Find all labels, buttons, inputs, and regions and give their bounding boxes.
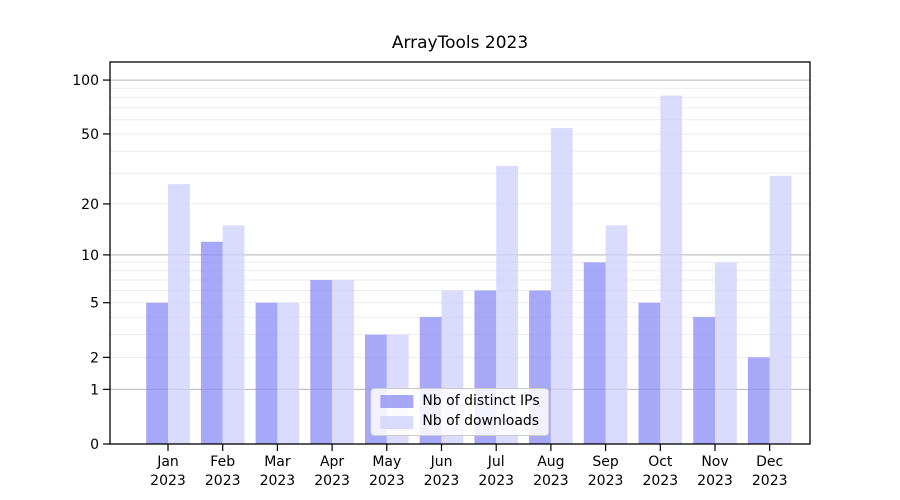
bar-downloads-feb	[222, 225, 245, 444]
bar-downloads-dec	[769, 175, 792, 445]
y-tick-label: 1	[90, 382, 99, 398]
y-tick-label: 10	[81, 248, 99, 264]
y-tick-label: 2	[90, 350, 99, 366]
bar-downloads-oct	[660, 95, 683, 444]
bar-downloads-aug	[550, 127, 573, 444]
bar-distinct-ips-apr	[310, 280, 333, 444]
x-tick-label: Dec 2023	[752, 454, 788, 489]
legend: Nb of distinct IPs Nb of downloads	[370, 388, 550, 436]
x-tick-label: Mar 2023	[260, 454, 296, 489]
bar-distinct-ips-nov	[693, 317, 715, 444]
bar-distinct-ips-jan	[146, 302, 168, 444]
bar-downloads-jul	[496, 165, 518, 444]
bar-downloads-sep	[605, 225, 628, 444]
x-tick-label: Oct 2023	[642, 454, 678, 489]
y-tick-label: 20	[81, 197, 99, 213]
bar-distinct-ips-feb	[200, 241, 223, 444]
legend-label-distinct-ips: Nb of distinct IPs	[422, 393, 540, 409]
legend-label-downloads: Nb of downloads	[422, 413, 540, 430]
bar-downloads-apr	[332, 280, 354, 444]
legend-swatch-distinct-ips	[380, 395, 414, 409]
x-tick-label: May 2023	[369, 454, 405, 489]
legend-swatch-downloads	[380, 415, 414, 429]
plot-border	[109, 61, 811, 445]
x-tick-label: Feb 2023	[205, 454, 241, 489]
legend-item-downloads: Nb of downloads	[380, 413, 540, 430]
bar-distinct-ips-oct	[638, 302, 661, 444]
bar-distinct-ips-sep	[583, 262, 606, 444]
y-tick-label: 50	[81, 127, 99, 143]
x-tick-label: Jul 2023	[478, 454, 514, 489]
x-tick-label: Jan 2023	[150, 454, 186, 489]
y-tick-label: 0	[90, 437, 99, 453]
x-tick-label: Apr 2023	[314, 454, 350, 489]
legend-item-distinct-ips: Nb of distinct IPs	[380, 393, 540, 409]
x-tick-label: Jun 2023	[424, 454, 460, 489]
bar-downloads-mar	[277, 302, 300, 444]
chart-title: ArrayTools 2023	[391, 33, 529, 53]
bar-downloads-jan	[168, 184, 190, 444]
bar-downloads-nov	[715, 262, 737, 444]
x-tick-label: Aug 2023	[533, 454, 569, 489]
y-tick-label: 5	[90, 296, 99, 312]
bar-distinct-ips-mar	[255, 302, 278, 444]
x-tick-label: Nov 2023	[697, 454, 733, 489]
x-tick-label: Sep 2023	[588, 454, 624, 489]
bar-distinct-ips-dec	[747, 357, 770, 444]
y-tick-label: 100	[72, 73, 99, 89]
